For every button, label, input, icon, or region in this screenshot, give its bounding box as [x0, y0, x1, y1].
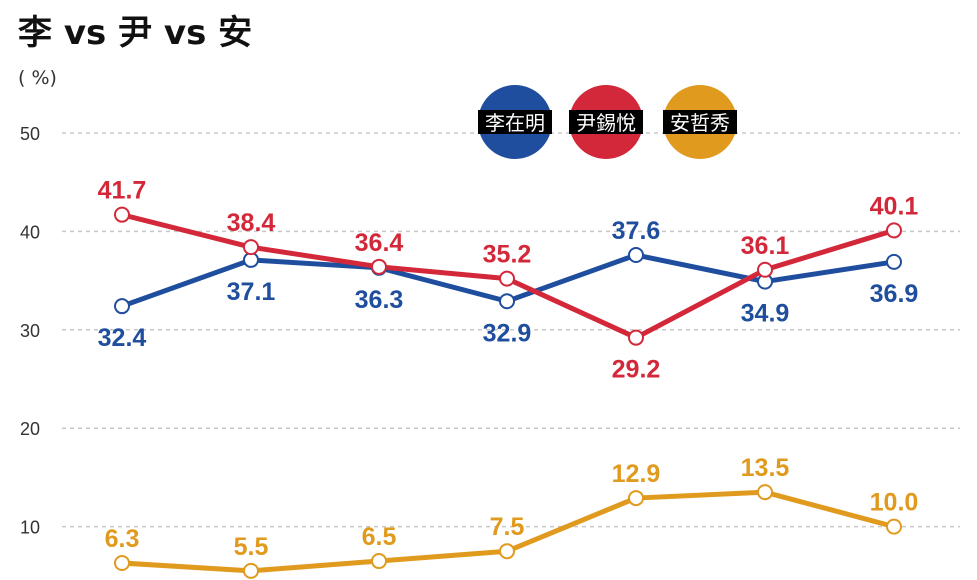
data-point: [757, 484, 773, 501]
data-label: 32.9: [483, 319, 532, 347]
data-point: [628, 247, 644, 264]
data-point: [114, 206, 130, 223]
data-point: [757, 261, 773, 278]
data-point: [114, 555, 130, 572]
data-label: 41.7: [98, 177, 147, 205]
legend-label-bg: [569, 110, 643, 134]
legend-item-1: 李在明: [478, 85, 552, 159]
y-unit-label: ( %): [18, 67, 57, 89]
data-label: 36.9: [870, 280, 919, 308]
data-label: 7.5: [490, 513, 525, 541]
data-label: 29.2: [612, 356, 661, 384]
data-label: 34.9: [741, 300, 790, 328]
legend-label: 安哲秀: [670, 111, 730, 135]
legend-label: 李在明: [485, 111, 545, 135]
data-label: 36.3: [355, 286, 404, 314]
y-tick-label: 50: [20, 124, 40, 144]
data-point: [499, 543, 515, 560]
data-point: [628, 329, 644, 346]
data-point: [371, 553, 387, 570]
data-point: [243, 239, 259, 256]
legend: 李在明 尹錫悅 安哲秀: [478, 85, 737, 159]
data-label: 40.1: [870, 192, 919, 220]
legend-label-bg: [663, 110, 737, 134]
y-tick-label: 10: [20, 518, 40, 538]
data-label: 12.9: [612, 460, 661, 488]
data-points: [114, 206, 902, 579]
data-point: [499, 270, 515, 287]
data-label: 5.5: [234, 533, 269, 561]
data-label: 6.5: [362, 523, 397, 551]
data-label: 36.1: [741, 232, 790, 260]
y-axis-ticks: 10 20 30 40 50: [20, 124, 40, 538]
data-point: [114, 298, 130, 315]
legend-label: 尹錫悅: [576, 111, 636, 135]
data-label: 6.3: [105, 525, 140, 553]
y-tick-label: 40: [20, 222, 40, 242]
data-labels: 32.4 37.1 36.3 32.9 37.6 34.9 36.9 41.7 38.4 36.4…: [98, 177, 919, 561]
data-label: 36.4: [355, 229, 404, 257]
data-label: 32.4: [98, 324, 147, 352]
data-point: [371, 258, 387, 275]
data-label: 38.4: [227, 209, 276, 237]
data-label: 13.5: [741, 454, 790, 482]
data-point: [886, 518, 902, 535]
legend-item-3: 安哲秀: [663, 85, 737, 159]
legend-label-bg: [478, 110, 552, 134]
y-tick-label: 30: [20, 321, 40, 341]
data-point: [886, 253, 902, 270]
chart-title: 李 vs 尹 vs 安: [18, 13, 252, 53]
data-point: [243, 562, 259, 579]
data-point: [499, 293, 515, 310]
data-label: 35.2: [483, 241, 532, 269]
legend-item-2: 尹錫悅: [569, 85, 643, 159]
data-point: [886, 222, 902, 239]
data-point: [628, 490, 644, 507]
data-label: 37.6: [612, 217, 661, 245]
data-label: 37.1: [227, 278, 276, 306]
y-tick-label: 20: [20, 419, 40, 439]
data-label: 10.0: [870, 489, 919, 517]
